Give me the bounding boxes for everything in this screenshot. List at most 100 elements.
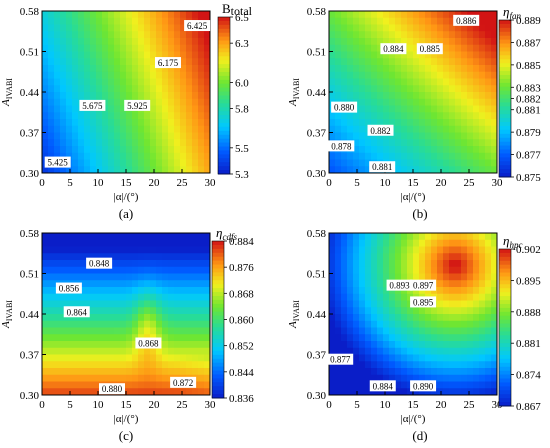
heat-cell [455, 11, 462, 19]
heat-cell [60, 44, 67, 52]
heat-cell [126, 233, 133, 241]
heat-cell [485, 266, 492, 274]
heat-cell [371, 239, 378, 247]
heat-cell [180, 17, 187, 25]
heat-cell [467, 266, 474, 274]
heat-cell [42, 266, 49, 274]
heat-cell [353, 78, 360, 86]
heat-cell [138, 239, 145, 247]
colorbar-step [499, 141, 511, 147]
heat-cell [407, 17, 414, 25]
heat-cell [66, 24, 73, 32]
colorbar-step [218, 60, 230, 65]
y-axis-label-main: A [287, 321, 299, 329]
heat-cell [102, 51, 109, 59]
heat-cell [461, 260, 468, 268]
colorbar-step [218, 107, 230, 112]
heat-cell [198, 388, 205, 396]
heat-cell [120, 334, 127, 342]
heat-cell [377, 11, 384, 19]
heat-cell [401, 31, 408, 39]
heat-cell [138, 293, 145, 301]
heat-cell [443, 320, 450, 328]
heat-cell [479, 260, 486, 268]
heat-cell [371, 31, 378, 39]
heat-cell [407, 327, 414, 335]
heat-cell [479, 132, 486, 140]
heat-cell [401, 320, 408, 328]
heat-cell [108, 152, 115, 160]
heat-cell [413, 307, 420, 315]
heat-cell [198, 65, 205, 73]
heat-cell [48, 132, 55, 140]
heat-cell [485, 146, 492, 154]
heat-cell [383, 51, 390, 59]
heat-cell [132, 85, 139, 93]
heat-cell [395, 105, 402, 113]
heat-cell [120, 368, 127, 376]
heat-cell [192, 354, 199, 362]
colorbar-step [212, 299, 224, 305]
colorbar-step [212, 272, 224, 277]
heat-cell [485, 388, 492, 396]
heat-cell [48, 246, 55, 254]
heat-cell [54, 253, 61, 261]
heat-cell [425, 354, 432, 362]
heat-cell [192, 314, 199, 322]
heat-cell [347, 273, 354, 281]
heat-cell [48, 239, 55, 247]
heat-cell [359, 71, 366, 79]
colorbar-step [218, 138, 230, 144]
heat-cell [347, 78, 354, 86]
heat-cell [144, 233, 151, 241]
heat-cell [455, 260, 462, 268]
heat-cell [461, 347, 468, 355]
heat-cell [407, 125, 414, 133]
heat-cell [66, 260, 73, 268]
colorbar-step [499, 118, 511, 123]
heat-cell [102, 85, 109, 93]
heat-cell [150, 320, 157, 328]
heat-cell [359, 112, 366, 120]
heat-cell [401, 334, 408, 342]
colorbar-tick-label: 0.879 [516, 127, 541, 139]
contour-label: 6.175 [158, 58, 179, 68]
heat-cell [186, 347, 193, 355]
heat-cell [413, 334, 420, 342]
panel-4: 0 5 10 15 20 25 300.300.370.440.510.58|α|/(°)A… [287, 228, 541, 443]
x-tick-label: 30 [492, 399, 504, 411]
heat-cell [461, 44, 468, 52]
heat-cell [198, 139, 205, 147]
heat-cell [138, 273, 145, 281]
heat-cell [437, 152, 444, 160]
heat-cell [192, 239, 199, 247]
colorbar-tick-label: 0.868 [229, 288, 254, 300]
heat-cell [467, 354, 474, 362]
heat-cell [132, 354, 139, 362]
heat-cell [48, 24, 55, 32]
heat-cell [365, 24, 372, 32]
heat-cell [120, 374, 127, 382]
heat-cell [449, 341, 456, 349]
heat-cell [186, 300, 193, 308]
heat-cell [359, 85, 366, 93]
colorbar-tick-label: 0.887 [516, 37, 541, 49]
heat-cell [455, 105, 462, 113]
heat-cell [401, 38, 408, 46]
heat-cell [90, 239, 97, 247]
heat-cell [168, 307, 175, 315]
heat-cell [126, 341, 133, 349]
heat-cell [371, 341, 378, 349]
x-tick-label: 15 [121, 399, 133, 411]
heat-cell [144, 368, 151, 376]
heat-cell [72, 139, 79, 147]
heat-cell [54, 85, 61, 93]
heat-cell [467, 85, 474, 93]
heat-cell [84, 38, 91, 46]
heat-cell [473, 368, 480, 376]
heat-cell [78, 253, 85, 261]
heat-cell [168, 159, 175, 167]
heat-cell [204, 239, 211, 247]
heat-cell [114, 125, 121, 133]
colorbar-step [499, 296, 511, 301]
